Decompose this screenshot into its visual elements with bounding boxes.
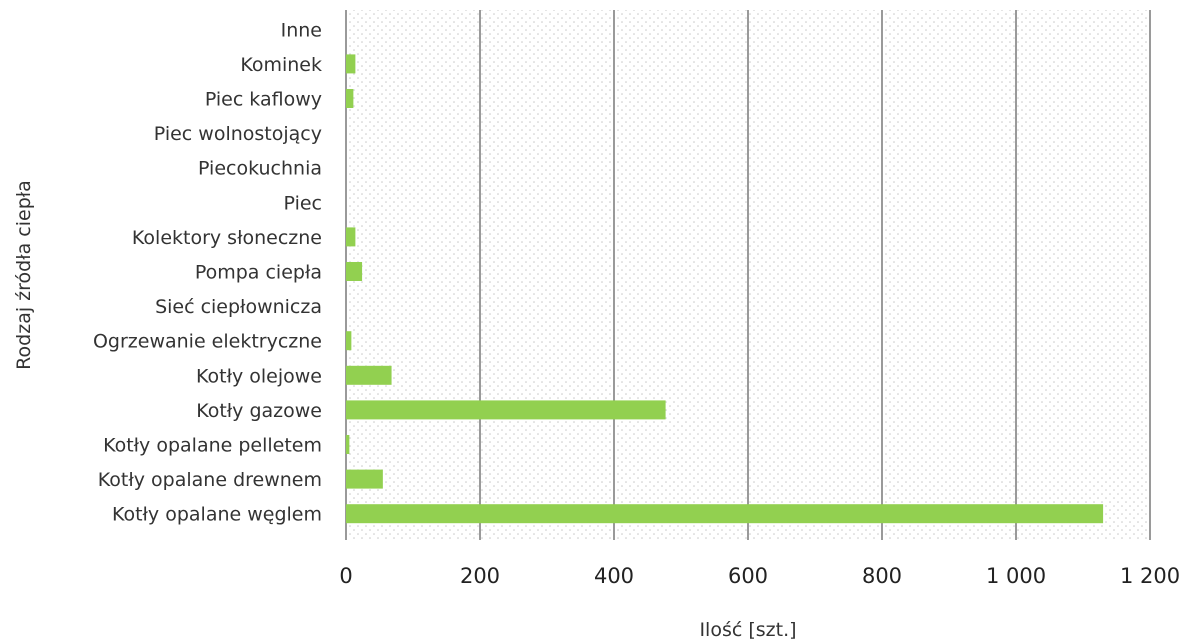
- category-label: Piec kaflowy: [205, 89, 322, 111]
- category-label: Kotły opalane węglem: [112, 504, 322, 526]
- y-axis-title: Rodzaj źródła ciepła: [13, 180, 35, 370]
- bar: [346, 54, 356, 74]
- x-tick-label: 600: [728, 564, 768, 588]
- category-label: Kolektory słoneczne: [132, 227, 322, 249]
- x-tick-label: 1 200: [1120, 564, 1180, 588]
- category-label: Sieć ciepłownicza: [155, 296, 322, 318]
- category-label: Piec: [284, 192, 322, 214]
- category-label: Pompa ciepła: [195, 262, 322, 284]
- bar: [346, 331, 352, 351]
- category-label: Inne: [281, 19, 322, 41]
- x-tick-labels: 0 200 400 600 800 1 000 1 200: [339, 564, 1180, 588]
- bar: [346, 504, 1104, 524]
- category-label: Kominek: [240, 54, 322, 76]
- x-axis-title: Ilość [szt.]: [699, 619, 796, 641]
- bar: [346, 89, 354, 108]
- category-label: Kotły opalane drewnem: [98, 469, 322, 491]
- bar: [346, 435, 350, 454]
- bar: [346, 469, 383, 489]
- x-tick-label: 0: [339, 564, 352, 588]
- category-label: Piec wolnostojący: [154, 123, 322, 145]
- category-label: Kotły opalane pelletem: [103, 435, 322, 457]
- x-tick-label: 800: [862, 564, 902, 588]
- x-tick-label: 200: [460, 564, 500, 588]
- bar: [346, 227, 356, 247]
- bar: [346, 400, 666, 420]
- category-label: Kotły olejowe: [196, 365, 322, 387]
- x-tick-label: 400: [594, 564, 634, 588]
- bar: [346, 262, 363, 281]
- category-label: Ogrzewanie elektryczne: [93, 331, 322, 353]
- category-labels: Kotły opalane węglem Kotły opalane drewne…: [93, 19, 322, 525]
- x-tick-label: 1 000: [986, 564, 1046, 588]
- category-label: Piecokuchnia: [198, 158, 322, 180]
- bar: [346, 365, 392, 385]
- bars: [346, 54, 1104, 524]
- category-label: Kotły gazowe: [196, 400, 322, 422]
